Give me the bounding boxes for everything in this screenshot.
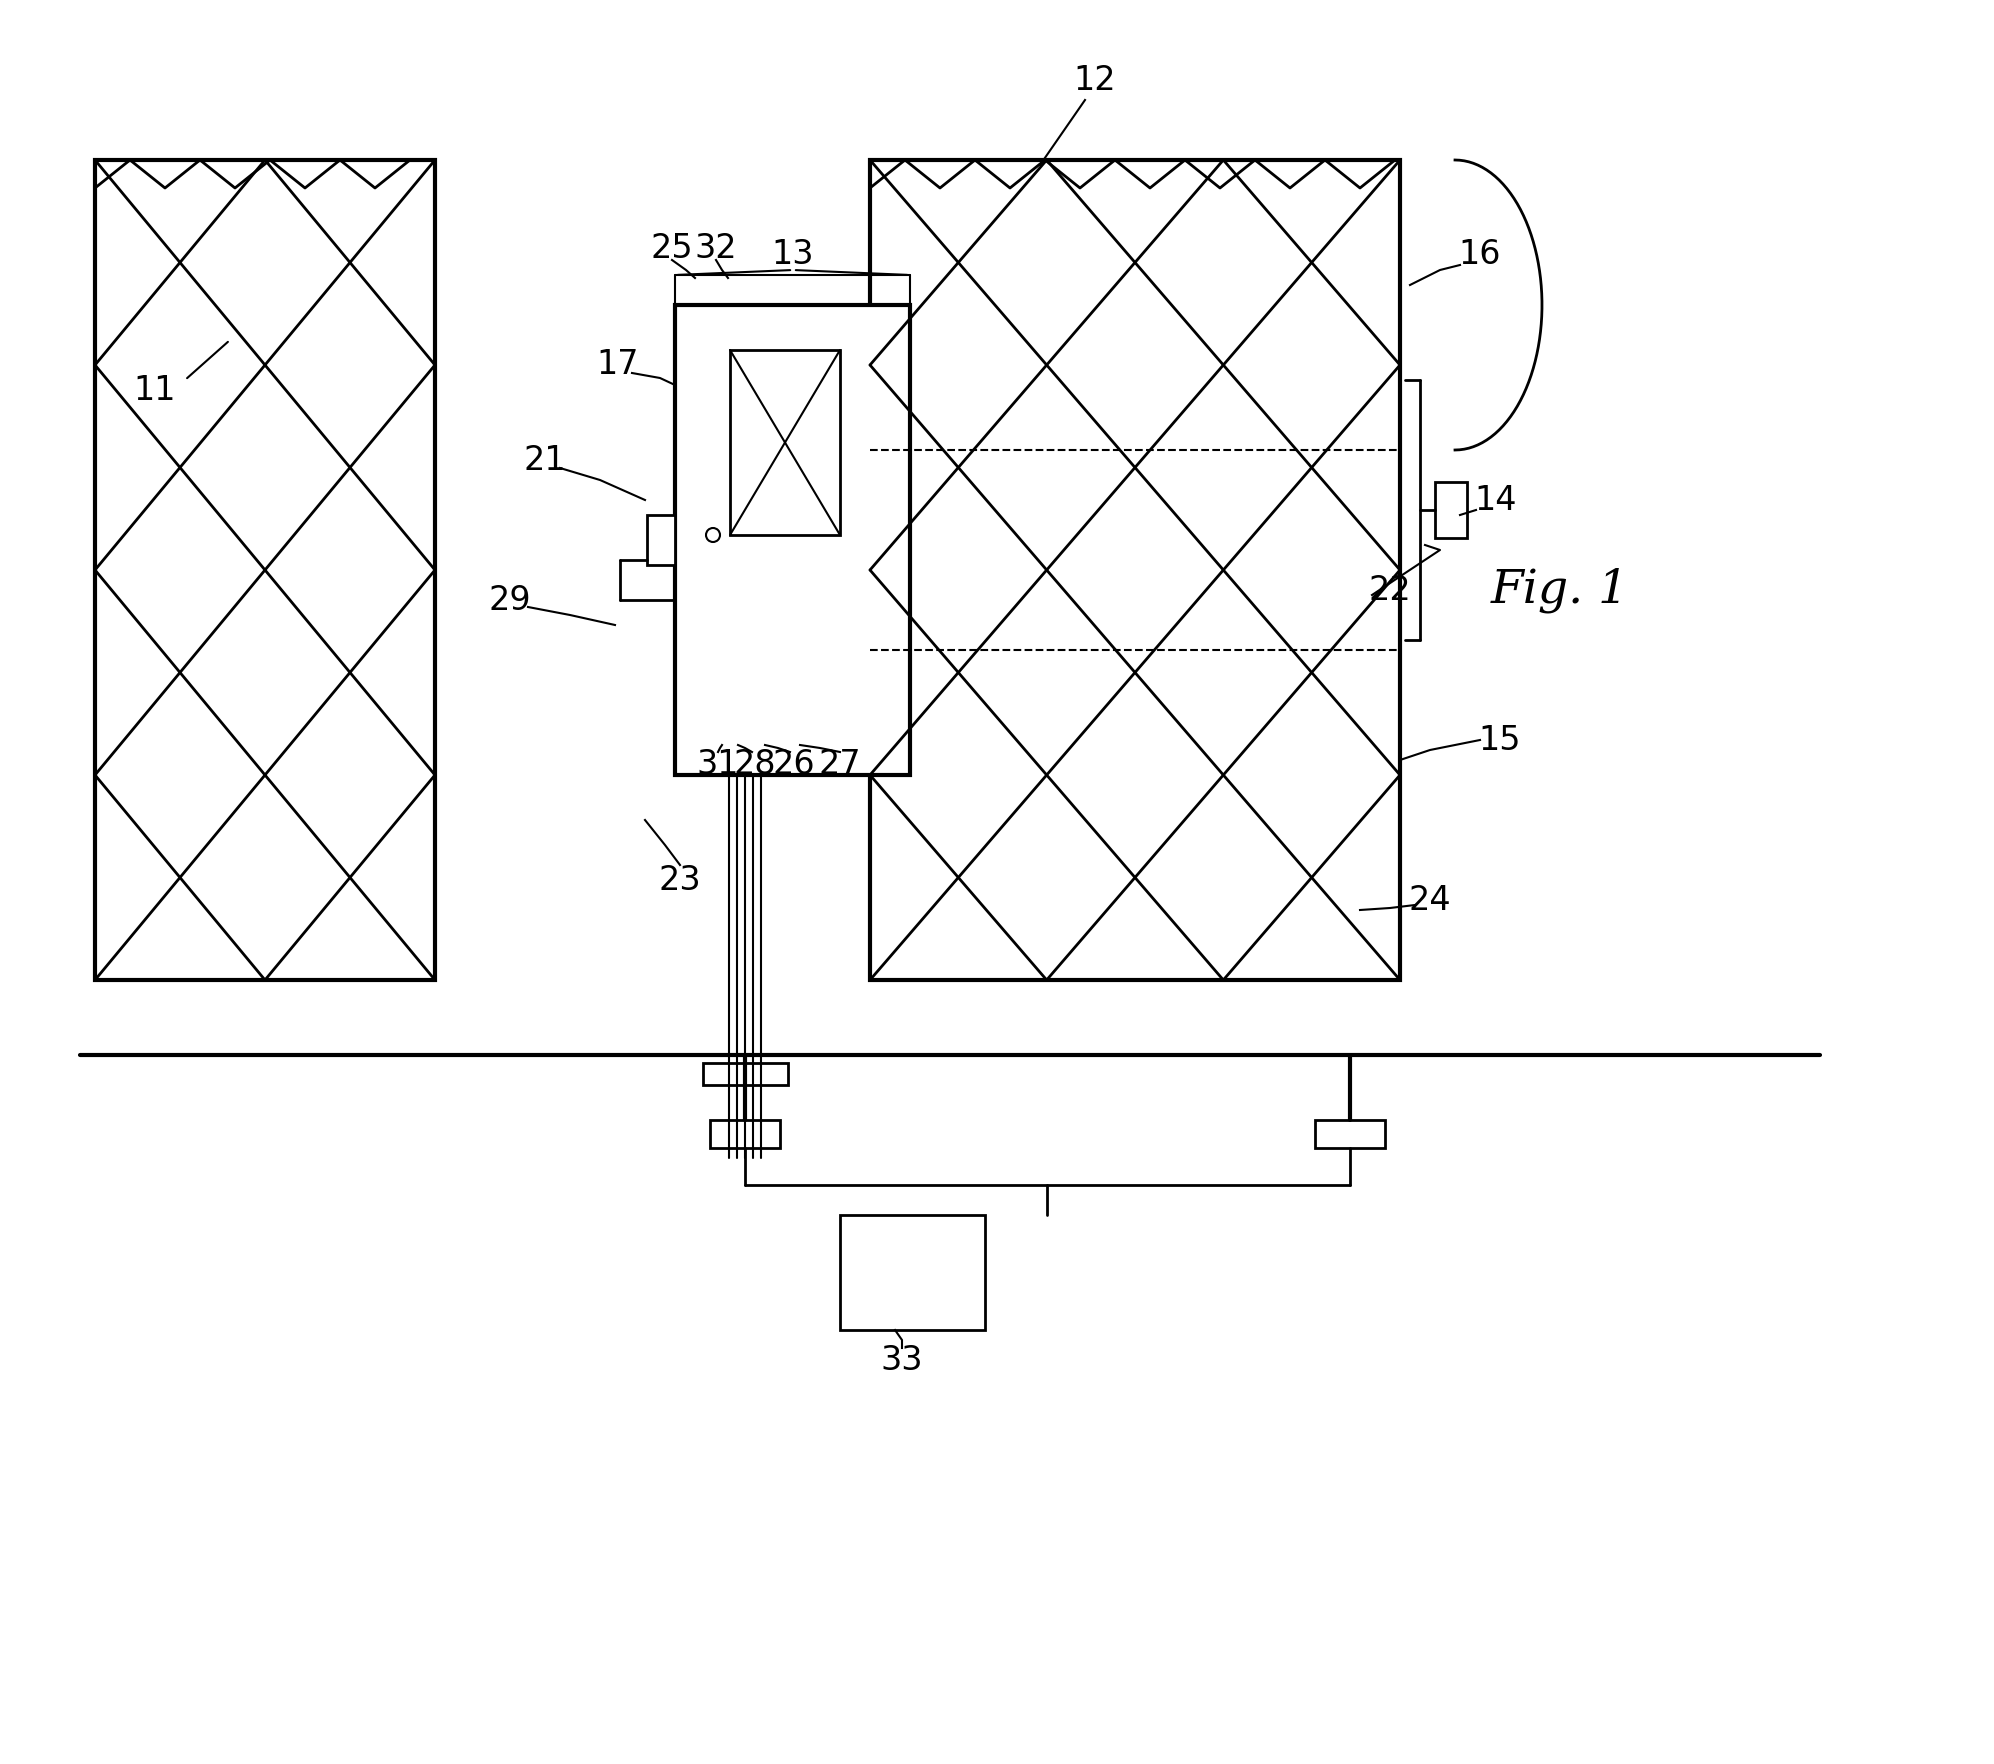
Bar <box>646 515 676 564</box>
Text: 12: 12 <box>1073 64 1117 97</box>
Text: 16: 16 <box>1460 238 1501 272</box>
Text: 15: 15 <box>1480 723 1521 757</box>
Text: 26: 26 <box>774 748 816 781</box>
Text: 14: 14 <box>1476 483 1517 517</box>
Text: 31: 31 <box>696 748 740 781</box>
Text: 29: 29 <box>489 584 530 616</box>
Text: 33: 33 <box>881 1344 923 1376</box>
Text: 21: 21 <box>524 443 566 476</box>
Bar <box>869 161 1400 981</box>
Text: 11: 11 <box>134 374 175 406</box>
Text: 13: 13 <box>772 238 814 272</box>
Text: 17: 17 <box>596 349 640 381</box>
Bar <box>710 1120 780 1148</box>
Bar <box>704 1064 788 1085</box>
Text: 32: 32 <box>694 231 738 265</box>
Text: 27: 27 <box>820 748 861 781</box>
Bar <box>839 1215 985 1330</box>
Bar <box>730 349 839 534</box>
Bar <box>1314 1120 1386 1148</box>
Text: 22: 22 <box>1368 573 1412 607</box>
Bar <box>1436 482 1468 538</box>
Text: Fig. 1: Fig. 1 <box>1492 568 1629 612</box>
Text: 28: 28 <box>734 748 776 781</box>
Text: 25: 25 <box>650 231 694 265</box>
Bar <box>676 305 909 774</box>
Text: 23: 23 <box>658 864 702 896</box>
Bar <box>96 161 435 981</box>
Text: 24: 24 <box>1408 884 1452 917</box>
